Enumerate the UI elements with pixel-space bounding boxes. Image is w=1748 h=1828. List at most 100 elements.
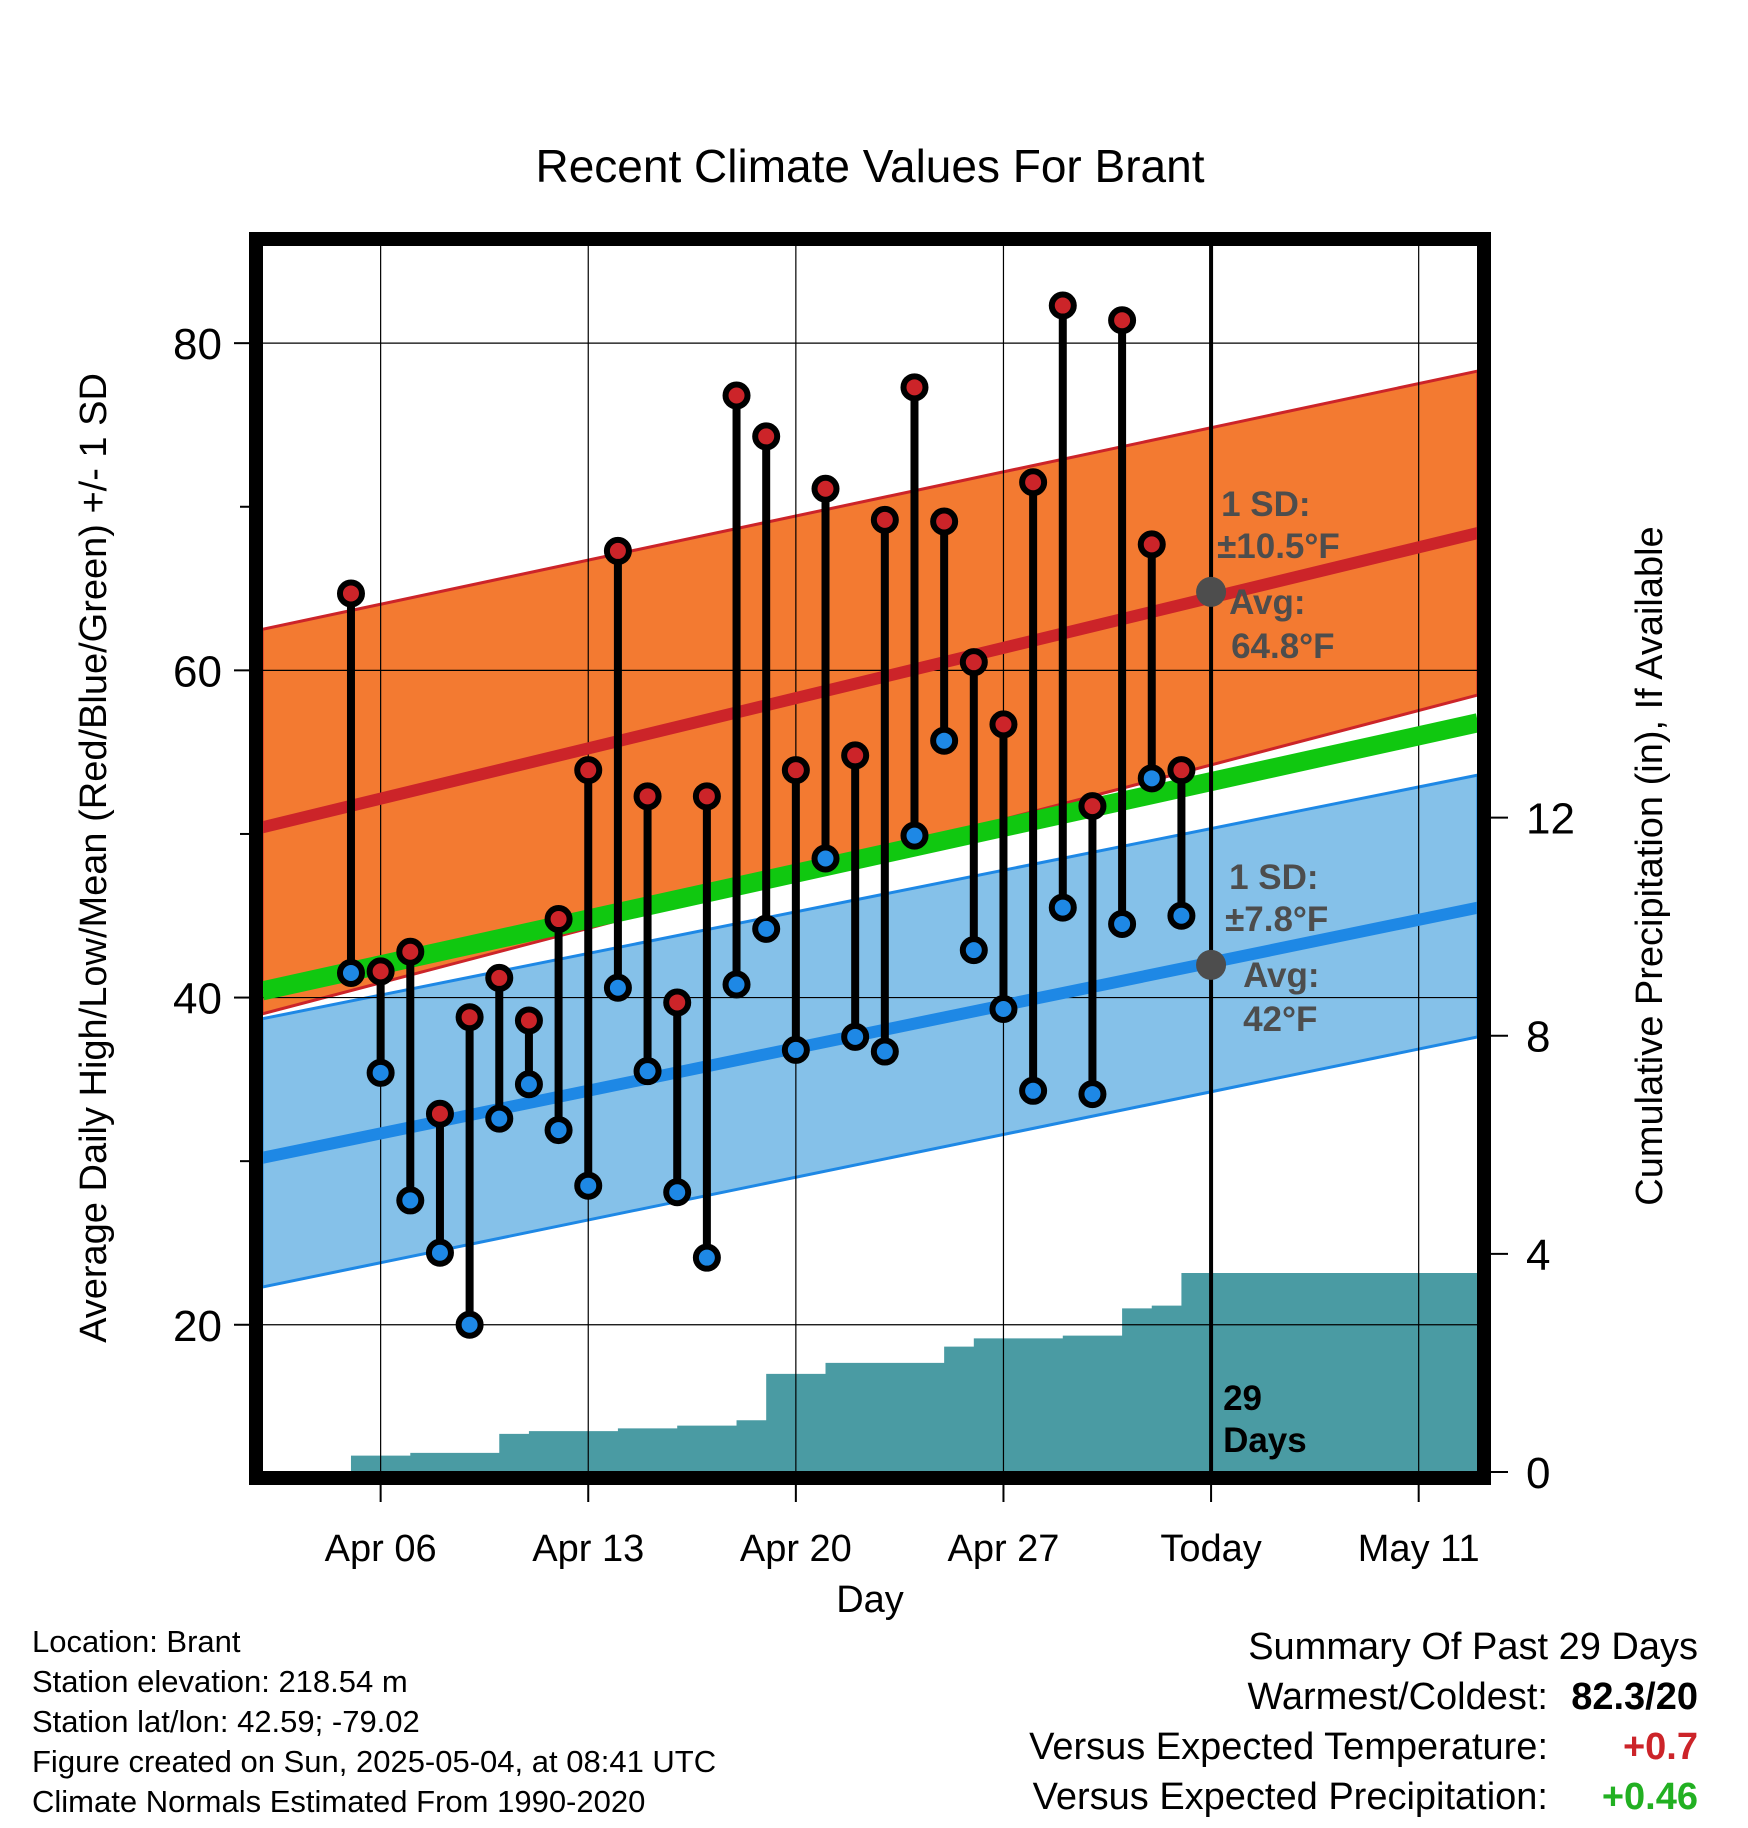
days-count-label: 29 xyxy=(1223,1379,1262,1418)
daily-low-point xyxy=(870,1037,899,1066)
warm-cold-value: 82.3/20 xyxy=(1571,1676,1698,1718)
y2-tick-label: 12 xyxy=(1526,795,1575,844)
low-avg-marker xyxy=(1196,949,1227,980)
daily-high-point xyxy=(1078,792,1107,821)
daily-high-point xyxy=(989,710,1018,739)
daily-low-point xyxy=(930,726,959,755)
normal-mean-line xyxy=(262,713,1478,1001)
normals-text: Climate Normals Estimated From 1990-2020 xyxy=(32,1784,646,1819)
x-axis-label: Day xyxy=(836,1579,904,1620)
daily-low-point xyxy=(663,1178,692,1207)
y-tick-label: 20 xyxy=(173,1302,222,1351)
daily-high-point xyxy=(811,474,840,503)
daily-high-point xyxy=(870,505,899,534)
daily-low-point xyxy=(544,1116,573,1145)
daily-high-point xyxy=(1019,468,1048,497)
low-avg-label: Avg: xyxy=(1243,956,1319,995)
daily-low-point xyxy=(692,1243,721,1272)
daily-high-point xyxy=(544,905,573,934)
y2-tick-label: 4 xyxy=(1526,1231,1550,1280)
high-avg-marker xyxy=(1196,576,1227,607)
daily-high-point xyxy=(1048,291,1077,320)
daily-high-point xyxy=(514,1006,543,1035)
y-tick-label: 40 xyxy=(173,975,222,1024)
daily-high-point xyxy=(455,1003,484,1032)
y2-tick-label: 0 xyxy=(1526,1449,1550,1498)
summary-heading: Summary Of Past 29 Days xyxy=(1248,1626,1698,1668)
x-tick-label: Apr 27 xyxy=(947,1528,1059,1570)
daily-low-point xyxy=(722,970,751,999)
created-text: Figure created on Sun, 2025-05-04, at 08… xyxy=(32,1744,717,1779)
low-sd-value: ±7.8°F xyxy=(1225,900,1328,939)
x-tick-label: Apr 13 xyxy=(532,1528,644,1570)
summary-precip: Versus Expected Precipitation: +0.46 xyxy=(1029,1772,1698,1822)
high-sd-band xyxy=(262,369,1478,1016)
daily-low-point xyxy=(425,1238,454,1267)
high-avg-value: 64.8°F xyxy=(1231,627,1335,666)
high-sd-value: ±10.5°F xyxy=(1217,527,1340,566)
summary-warm-cold: Warmest/Coldest: 82.3/20 xyxy=(1029,1672,1698,1722)
precip-anomaly-value: +0.46 xyxy=(1601,1776,1698,1818)
daily-high-point xyxy=(336,579,365,608)
station-info: Location: Brant Station elevation: 218.5… xyxy=(32,1622,716,1822)
daily-low-point xyxy=(574,1171,603,1200)
y-axis-label: Average Daily High/Low/Mean (Red/Blue/Gr… xyxy=(73,373,115,1343)
daily-high-point xyxy=(1108,306,1137,335)
daily-high-point xyxy=(425,1099,454,1128)
daily-low-point xyxy=(514,1070,543,1099)
daily-low-point xyxy=(752,914,781,943)
daily-high-point xyxy=(663,988,692,1017)
daily-low-point xyxy=(603,973,632,1002)
daily-high-point xyxy=(722,381,751,410)
daily-low-point xyxy=(366,1058,395,1087)
y2-tick-label: 8 xyxy=(1526,1013,1550,1062)
days-unit-label: Days xyxy=(1223,1421,1307,1460)
daily-high-point xyxy=(574,756,603,785)
daily-low-point xyxy=(455,1310,484,1339)
chart-title: Recent Climate Values For Brant xyxy=(536,140,1205,192)
x-tick-label: Today xyxy=(1160,1528,1261,1570)
high-sd-label: 1 SD: xyxy=(1221,485,1310,524)
low-sd-label: 1 SD: xyxy=(1229,858,1318,897)
daily-high-point xyxy=(841,741,870,770)
precip-anomaly-label: Versus Expected Precipitation: xyxy=(1032,1776,1548,1818)
daily-low-point xyxy=(1108,909,1137,938)
high-avg-label: Avg: xyxy=(1229,583,1305,622)
daily-high-point xyxy=(900,373,929,402)
plot-frame xyxy=(249,232,1491,1485)
daily-low-point xyxy=(396,1186,425,1215)
daily-low-point xyxy=(900,821,929,850)
daily-low-point xyxy=(781,1035,810,1064)
daily-high-point xyxy=(485,963,514,992)
daily-high-point xyxy=(603,536,632,565)
daily-low-point xyxy=(989,995,1018,1024)
daily-high-point xyxy=(633,782,662,811)
daily-low-point xyxy=(336,959,365,988)
y-tick-label: 60 xyxy=(173,647,222,696)
daily-high-point xyxy=(959,648,988,677)
summary-panel: Summary Of Past 29 Days Warmest/Coldest:… xyxy=(1029,1622,1698,1822)
daily-low-point xyxy=(633,1057,662,1086)
daily-high-point xyxy=(930,507,959,536)
latlon-text: Station lat/lon: 42.59; -79.02 xyxy=(32,1704,420,1739)
daily-low-point xyxy=(1019,1076,1048,1105)
y2-axis-label: Cumulative Precipitation (in), If Availa… xyxy=(1629,526,1671,1205)
summary-temp: Versus Expected Temperature: +0.7 xyxy=(1029,1722,1698,1772)
temp-anomaly-label: Versus Expected Temperature: xyxy=(1029,1726,1548,1768)
daily-high-point xyxy=(1137,530,1166,559)
normal-low-line xyxy=(262,901,1478,1164)
daily-high-point xyxy=(1167,756,1196,785)
daily-high-point xyxy=(366,957,395,986)
climate-chart: Recent Climate Values For Brant 20406080… xyxy=(73,140,1671,1620)
daily-low-point xyxy=(485,1104,514,1133)
daily-low-point xyxy=(1167,901,1196,930)
daily-low-point xyxy=(841,1022,870,1051)
warm-cold-label: Warmest/Coldest: xyxy=(1247,1676,1548,1718)
normal-high-line xyxy=(262,527,1478,834)
x-tick-label: May 11 xyxy=(1358,1528,1480,1570)
location-text: Location: Brant xyxy=(32,1624,241,1659)
daily-low-point xyxy=(1048,893,1077,922)
daily-high-point xyxy=(781,756,810,785)
daily-low-point xyxy=(1078,1080,1107,1109)
daily-low-point xyxy=(959,936,988,965)
